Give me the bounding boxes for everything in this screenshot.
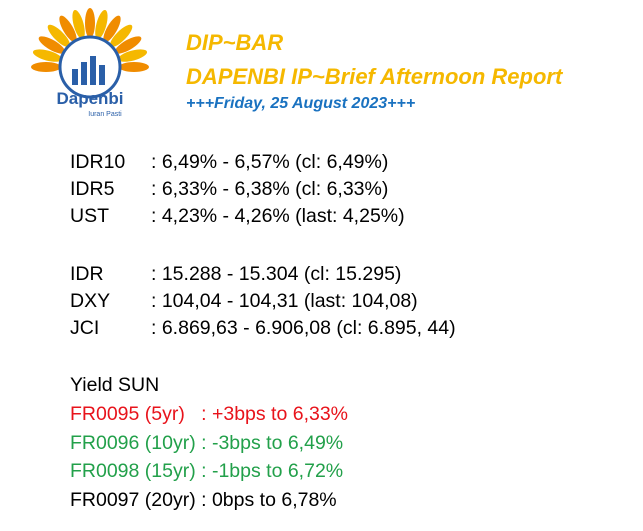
row-value: : 6,49% - 6,57% (cl: 6,49%) <box>151 151 389 173</box>
row-value: : 4,23% - 4,26% (last: 4,25%) <box>151 205 405 227</box>
row-value: : 6,33% - 6,38% (cl: 6,33%) <box>151 178 389 200</box>
logo: Dapenbi Iuran Pasti <box>31 8 149 118</box>
row-label: DXY <box>70 290 111 312</box>
petal <box>109 24 133 48</box>
yield-line: FR0097 (20yr) : 0bps to 6,78% <box>70 488 337 511</box>
row-label: IDR10 <box>70 151 126 173</box>
petal <box>119 62 149 72</box>
section-heading: Yield SUN <box>70 374 160 396</box>
petal <box>59 15 77 43</box>
petal <box>117 49 148 62</box>
date: +++Friday, 25 August 2023+++ <box>186 95 416 112</box>
petal <box>95 9 108 40</box>
petal <box>72 9 85 40</box>
yield-line: FR0096 (10yr) : -3bps to 6,49% <box>70 431 344 454</box>
logo-name: Dapenbi <box>56 89 123 108</box>
yield-line: FR0095 (5yr) : +3bps to 6,33% <box>70 403 349 425</box>
row-label: IDR <box>70 263 104 285</box>
row-label: JCI <box>70 317 100 339</box>
petal <box>103 15 121 43</box>
row-value: : 104,04 - 104,31 (last: 104,08) <box>151 290 418 312</box>
petal <box>38 36 66 54</box>
petal <box>85 8 95 38</box>
logo-tagline: Iuran Pasti <box>88 111 122 118</box>
row-label: UST <box>70 205 109 227</box>
petal <box>47 24 71 48</box>
petal <box>31 62 61 72</box>
row-value: : 15.288 - 15.304 (cl: 15.295) <box>151 263 402 285</box>
yield-line: FR0098 (15yr) : -1bps to 6,72% <box>70 460 344 482</box>
petal <box>32 49 63 62</box>
subtitle: DAPENBI IP~Brief Afternoon Report <box>186 64 563 89</box>
row-value: : 6.869,63 - 6.906,08 (cl: 6.895, 44) <box>151 317 456 339</box>
title: DIP~BAR <box>186 30 284 55</box>
petal <box>114 36 142 54</box>
row-label: IDR5 <box>70 178 115 200</box>
